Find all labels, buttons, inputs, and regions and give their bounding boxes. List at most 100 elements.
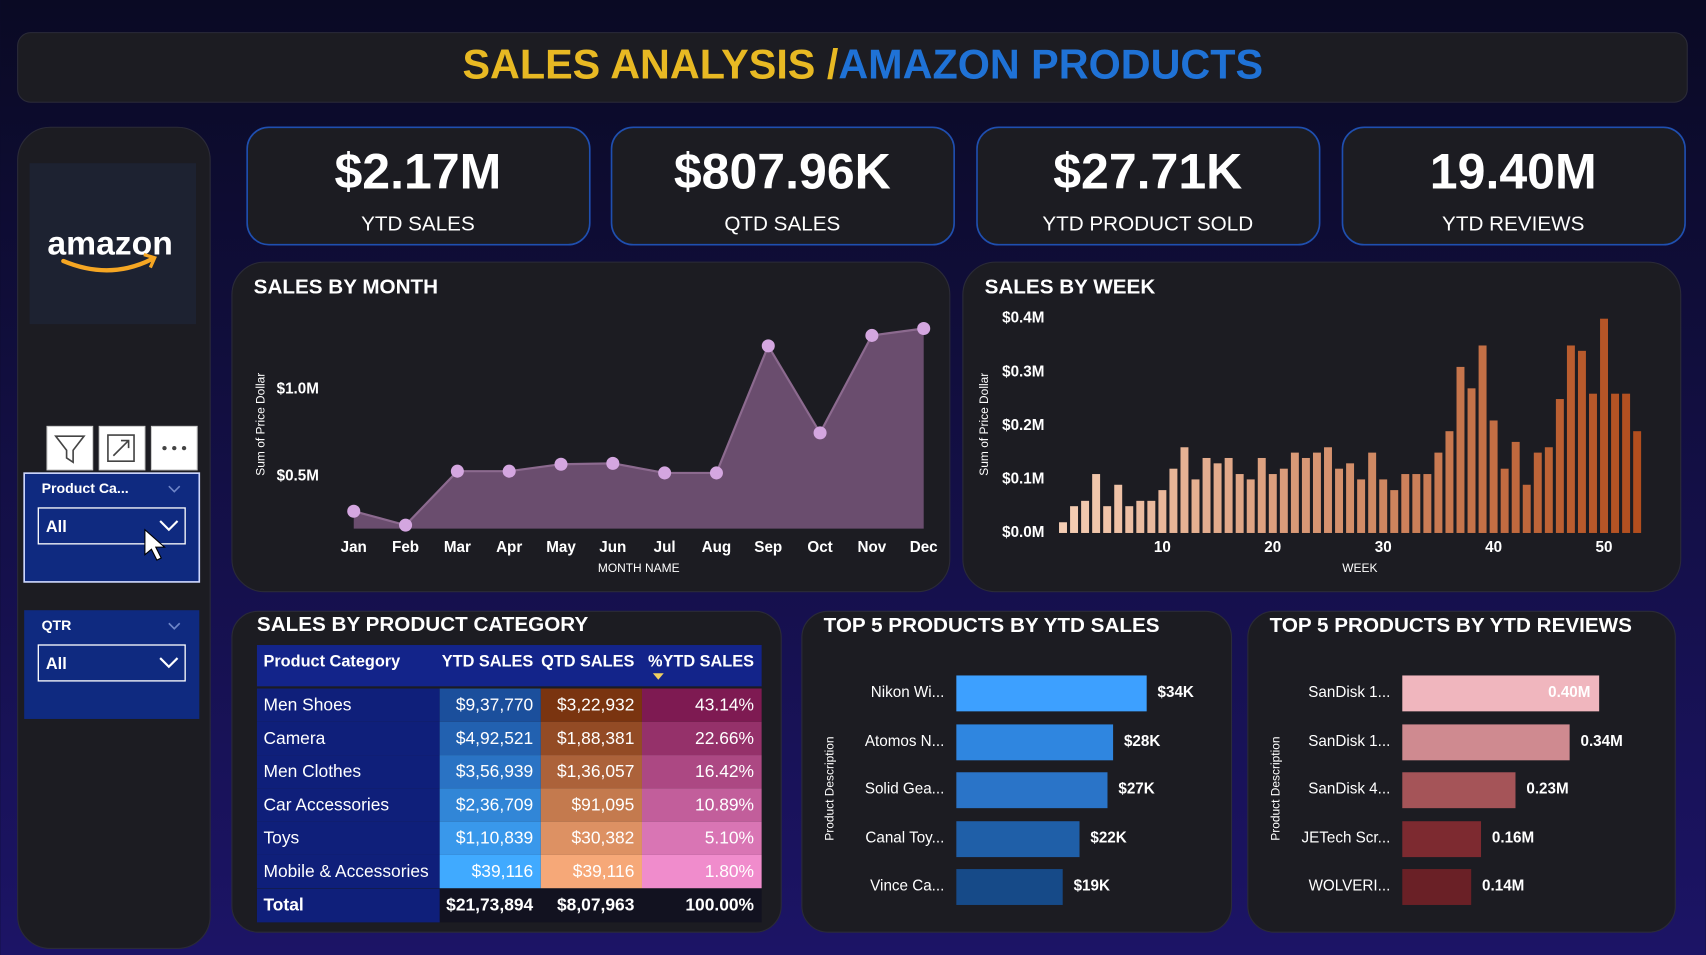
table-cell-bg [641, 854, 762, 889]
x-tick-label: 30 [1375, 539, 1392, 556]
axis-title: WEEK [1342, 561, 1377, 575]
table-cell-bg [641, 821, 762, 855]
bar [1511, 441, 1520, 533]
bar [1092, 474, 1101, 533]
point [813, 426, 827, 440]
table-cell: 43.14% [695, 695, 754, 715]
x-tick-label: Aug [702, 539, 732, 556]
point [502, 464, 516, 478]
table-cell-bg [256, 854, 440, 889]
category-label: Nikon Wi... [871, 684, 945, 701]
more-dot [162, 445, 167, 451]
table-total: Total [263, 895, 303, 915]
table-cell-bg [256, 821, 440, 855]
point [399, 518, 413, 532]
bar [1312, 452, 1321, 533]
chart-title: TOP 5 PRODUCTS BY YTD REVIEWS [1270, 614, 1632, 637]
table-cell-bg [439, 688, 541, 722]
table-cell: 16.42% [695, 761, 754, 781]
x-tick-label: Nov [858, 539, 887, 556]
kpi-value: $2.17M [335, 143, 502, 199]
table-cell-bg [256, 755, 440, 789]
kpi-value: $807.96K [674, 143, 891, 199]
bar [956, 772, 1108, 809]
bar [1224, 457, 1233, 533]
bar [1622, 393, 1631, 533]
table-cell-bg [540, 755, 642, 789]
bar [1059, 522, 1067, 533]
table-cell: $39,116 [472, 861, 534, 881]
bar [956, 821, 1080, 858]
column-header: QTD SALES [541, 653, 634, 671]
table-cell: $1,88,381 [557, 728, 634, 748]
bar [1589, 393, 1597, 533]
x-tick-label: Jul [654, 539, 676, 556]
table-cell: $4,92,521 [456, 728, 533, 748]
table-cell-bg [256, 688, 440, 722]
y-tick-label: $0.3M [1002, 363, 1044, 380]
table-cell: $1,10,839 [456, 828, 533, 848]
table-cell: $3,22,932 [557, 695, 634, 715]
bar [1081, 500, 1090, 533]
bar [956, 869, 1063, 905]
table-cell-bg [439, 721, 541, 756]
bar [1335, 468, 1344, 533]
bar [1402, 772, 1516, 809]
y-tick-label: $0.2M [1002, 417, 1044, 434]
bar [1235, 474, 1244, 533]
table-cell: $2,36,709 [456, 794, 533, 814]
data-label: $22K [1090, 830, 1126, 847]
table-cell: 1.80% [705, 861, 754, 881]
bar [1522, 484, 1531, 533]
point [709, 466, 723, 480]
slicer-label: QTR [42, 617, 72, 633]
category-label: Atomos N... [865, 733, 945, 750]
table-total-cat-bg [256, 888, 440, 923]
table-cell-bg [641, 788, 762, 822]
table-cell: $3,56,939 [456, 761, 533, 781]
bar [1633, 431, 1642, 533]
logo-smile [61, 256, 155, 273]
point [917, 321, 931, 336]
bar [956, 675, 1147, 712]
dropdown[interactable] [37, 507, 186, 545]
bar [1268, 474, 1277, 533]
dropdown[interactable] [37, 644, 186, 682]
bar [1401, 474, 1410, 533]
bar [1402, 869, 1472, 905]
bar [1500, 468, 1509, 533]
table-cell: Men Shoes [263, 695, 351, 715]
y-tick-label: $0.0M [1002, 524, 1044, 541]
table-cell-bg [540, 788, 642, 822]
chart-title: SALES BY WEEK [985, 276, 1156, 299]
toolbar-button[interactable] [46, 425, 94, 471]
bar [1213, 463, 1222, 533]
x-tick-label: Sep [754, 539, 782, 556]
x-tick-label: Dec [910, 539, 938, 556]
category-label: Canal Toy... [865, 830, 944, 847]
table-cell: $1,36,057 [557, 761, 634, 781]
table-cell-bg [540, 721, 642, 756]
line [353, 327, 924, 527]
sort-arrow [652, 673, 664, 680]
x-tick-label: Oct [807, 539, 832, 556]
category-label: SanDisk 1... [1308, 733, 1390, 750]
x-tick-label: Feb [392, 539, 419, 556]
bar [1169, 468, 1178, 533]
slicer-chevron [168, 622, 181, 630]
axis-title: Product Description [822, 736, 836, 840]
bar [1577, 350, 1586, 533]
axis-title: Sum of Price Dollar [977, 373, 991, 476]
bar [1290, 452, 1299, 533]
table-cell: $30,382 [571, 828, 634, 848]
kpi-value: $27.71K [1053, 143, 1242, 199]
table-cell: 10.89% [695, 794, 754, 814]
axis-title: Product Description [1268, 736, 1282, 840]
data-label: 0.23M [1526, 781, 1568, 798]
bar [1103, 506, 1112, 533]
data-label: 0.14M [1482, 877, 1524, 894]
category-label: WOLVERI... [1309, 877, 1391, 894]
kpi-label: YTD REVIEWS [1442, 213, 1584, 236]
x-tick-label: 10 [1154, 539, 1171, 556]
bar [1324, 447, 1332, 533]
